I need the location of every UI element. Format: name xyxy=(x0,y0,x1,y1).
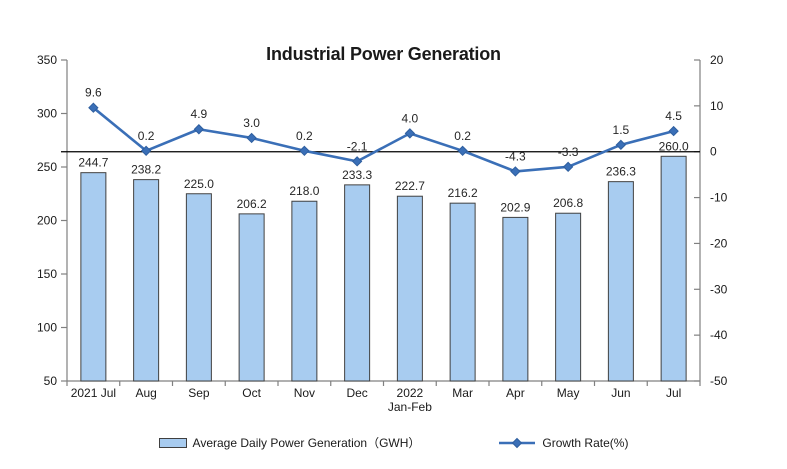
x-axis-category-label: Mar xyxy=(452,386,473,400)
right-axis-tick-label: -10 xyxy=(710,191,728,205)
line-value-label: -4.3 xyxy=(505,149,526,163)
line-value-label: 0.2 xyxy=(454,129,471,143)
line-marker-icon xyxy=(668,125,679,137)
line-marker-icon xyxy=(299,145,310,157)
line-marker-icon xyxy=(510,166,521,177)
left-axis-tick-label: 150 xyxy=(37,267,57,281)
line-marker-icon xyxy=(351,156,363,167)
line-marker-icon xyxy=(88,102,99,113)
x-axis-category-label: Dec xyxy=(346,386,367,400)
x-axis-category-label: Sep xyxy=(188,386,210,400)
left-axis-tick-label: 200 xyxy=(37,214,57,228)
line-marker-icon xyxy=(193,124,205,135)
bar-value-label: 236.3 xyxy=(606,165,636,179)
bar-value-label: 233.3 xyxy=(342,168,372,182)
left-axis-tick-label: 100 xyxy=(37,321,57,335)
line-value-label: 0.2 xyxy=(296,129,313,143)
bar-value-label: 244.7 xyxy=(78,156,108,170)
right-axis-tick-label: 0 xyxy=(710,145,717,159)
x-axis-category-label: Apr xyxy=(506,386,525,400)
bar xyxy=(502,216,529,382)
x-axis-category-label: Oct xyxy=(242,386,261,400)
x-axis-category-label: Jun xyxy=(611,386,630,400)
x-axis-category-label: Jul xyxy=(666,386,681,400)
line-marker-icon xyxy=(404,128,416,139)
chart-title: Industrial Power Generation xyxy=(266,44,501,64)
bar xyxy=(238,213,265,382)
right-axis-tick-label: -40 xyxy=(710,328,728,342)
right-axis-tick-label: 10 xyxy=(710,99,724,113)
left-axis-tick-label: 50 xyxy=(44,374,58,388)
right-axis-tick-label: -30 xyxy=(710,282,728,296)
line-value-label: 3.0 xyxy=(243,116,260,130)
bar xyxy=(449,202,476,382)
bar xyxy=(607,181,634,382)
bar xyxy=(185,193,212,382)
line-value-label: 4.9 xyxy=(191,107,208,121)
line-marker-icon xyxy=(615,139,627,151)
line-value-label: 9.6 xyxy=(85,86,102,100)
left-axis-tick-label: 350 xyxy=(37,53,57,67)
growth-rate-line xyxy=(92,106,675,173)
bar xyxy=(291,200,318,382)
left-axis-tick-label: 250 xyxy=(37,160,57,174)
legend-line-label: Growth Rate(%) xyxy=(542,435,629,450)
bar-value-label: 206.8 xyxy=(553,196,583,210)
bar-value-label: 202.9 xyxy=(500,200,530,214)
line-marker-icon xyxy=(140,145,152,157)
right-axis-tick-label: -50 xyxy=(710,374,728,388)
line-value-label: 1.5 xyxy=(613,123,630,137)
legend-item-bars: Average Daily Power Generation（GWH） xyxy=(158,434,421,451)
bar xyxy=(396,195,423,382)
bar-value-label: 238.2 xyxy=(131,163,161,177)
x-axis-category-label: 2021 Jul xyxy=(71,386,116,400)
bar-value-label: 206.2 xyxy=(237,197,267,211)
legend-item-line: Growth Rate(%) xyxy=(498,436,628,450)
legend-bar-label: Average Daily Power Generation（GWH） xyxy=(192,436,421,450)
bar xyxy=(80,172,107,382)
legend: Average Daily Power Generation（GWH） Grow… xyxy=(0,434,787,451)
x-axis-category-label: 2022 Jan-Feb xyxy=(388,386,432,414)
line-marker-icon xyxy=(457,145,468,157)
bar xyxy=(660,155,687,382)
right-axis-tick-label: -20 xyxy=(710,236,728,250)
line-marker-icon xyxy=(562,161,574,173)
x-axis-category-label: May xyxy=(557,386,580,400)
bar-series-swatch-icon xyxy=(158,437,187,448)
line-value-label: 4.0 xyxy=(402,111,419,125)
line-value-label: 4.5 xyxy=(665,109,682,123)
line-value-label: -2.1 xyxy=(347,139,368,153)
bar-value-label: 260.0 xyxy=(659,139,689,153)
line-value-label: -3.3 xyxy=(558,145,579,159)
bar xyxy=(555,212,582,382)
x-axis-category-label: Aug xyxy=(135,386,156,400)
bar xyxy=(344,184,371,382)
left-axis-tick-label: 300 xyxy=(37,107,57,121)
right-axis-tick-label: 20 xyxy=(710,53,724,67)
bar-value-label: 222.7 xyxy=(395,179,425,193)
x-axis-category-label: Nov xyxy=(294,386,315,400)
bar-value-label: 216.2 xyxy=(448,186,478,200)
bar-value-label: 225.0 xyxy=(184,177,214,191)
bar-value-label: 218.0 xyxy=(289,184,319,198)
line-marker-icon xyxy=(246,132,257,144)
bar xyxy=(133,179,160,382)
line-series-swatch-icon xyxy=(498,437,536,449)
line-value-label: 0.2 xyxy=(138,129,155,143)
